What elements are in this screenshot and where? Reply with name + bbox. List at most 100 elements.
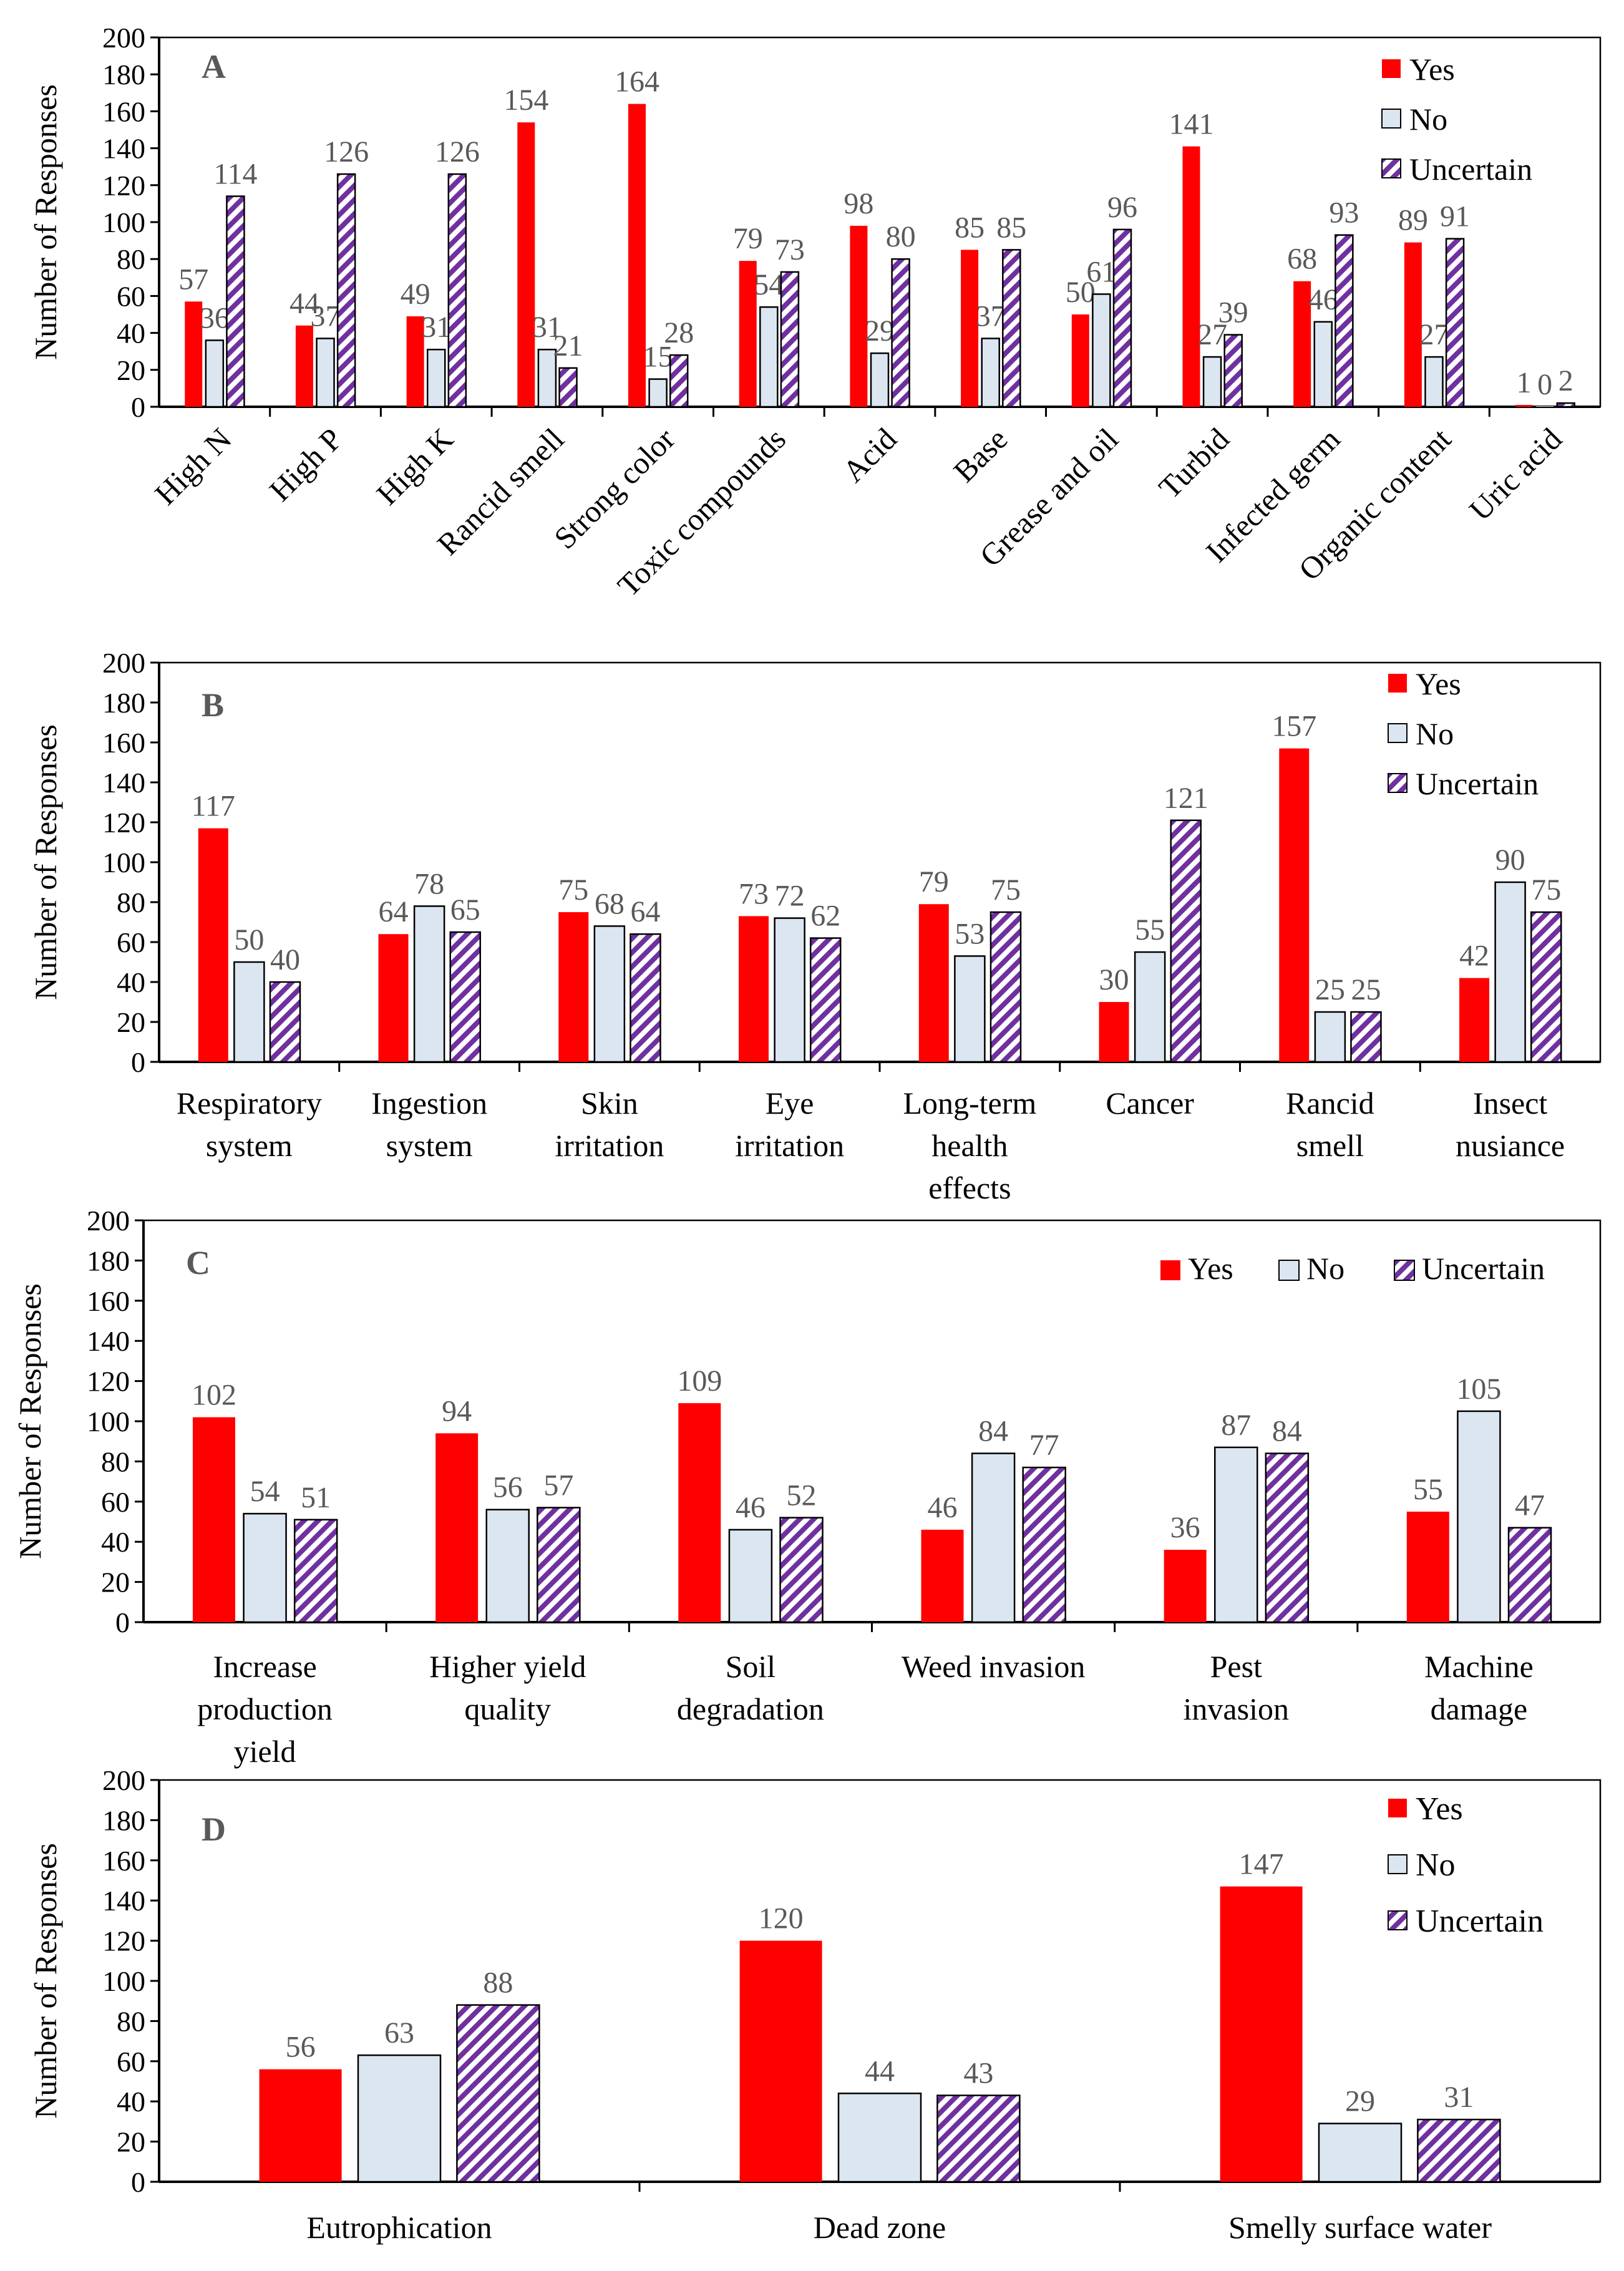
data-label: 90 <box>1495 844 1525 877</box>
bar-yes <box>1279 748 1310 1062</box>
data-label: 2 <box>1558 364 1573 397</box>
bar-uncertain <box>449 931 481 1063</box>
bar-yes <box>259 2069 342 2182</box>
y-tick-label: 60 <box>117 926 145 958</box>
data-label: 55 <box>1413 1473 1443 1506</box>
data-label: 117 <box>192 790 235 823</box>
y-tick-label: 100 <box>102 847 145 878</box>
y-tick-label: 120 <box>87 1366 130 1398</box>
category-label: quality <box>464 1691 551 1726</box>
data-label: 84 <box>1272 1415 1302 1448</box>
bar-uncertain <box>1265 1452 1310 1623</box>
data-label: 75 <box>991 873 1021 907</box>
category-label: Ingestion <box>371 1086 487 1121</box>
y-tick-label: 100 <box>102 207 145 238</box>
bar-yes <box>1220 1886 1303 2182</box>
data-label: 75 <box>1531 873 1561 907</box>
data-label: 55 <box>1135 913 1165 946</box>
data-label: 57 <box>543 1469 573 1502</box>
bar-no <box>537 348 557 408</box>
bar-uncertain <box>1335 234 1354 408</box>
data-label: 47 <box>1515 1489 1545 1522</box>
bar-no <box>485 1509 530 1623</box>
data-label: 68 <box>595 887 625 920</box>
data-label: 21 <box>553 329 583 362</box>
y-tick-label: 60 <box>117 2046 145 2078</box>
data-label: 56 <box>493 1471 523 1504</box>
data-label: 29 <box>1345 2085 1375 2118</box>
bar-no <box>971 1452 1016 1623</box>
data-label: 96 <box>1107 191 1137 224</box>
plot-frame <box>158 661 1602 1063</box>
bar-uncertain <box>936 2094 1021 2183</box>
bar-no <box>1313 321 1333 408</box>
category-label: Uric acid <box>1462 421 1568 527</box>
data-label: 68 <box>1287 243 1317 276</box>
data-label: 49 <box>401 278 430 311</box>
bar-uncertain <box>269 981 301 1063</box>
category-label: degradation <box>677 1691 824 1726</box>
bar-no <box>1536 406 1554 407</box>
bar-yes <box>295 325 313 407</box>
bar-no <box>870 352 890 408</box>
legend-swatch-yes <box>1382 59 1401 78</box>
bar-yes <box>192 1417 235 1622</box>
data-label: 65 <box>450 893 480 926</box>
data-label: 36 <box>1170 1511 1200 1544</box>
category-label: High K <box>369 421 460 512</box>
panel-c: 0 20 40 60 80 100 120 140 160 180 200 Number of Res… <box>12 1205 1602 1769</box>
bar-no <box>1424 356 1444 408</box>
bar-uncertain <box>1556 402 1576 408</box>
bar-yes <box>739 1940 822 2182</box>
bar-uncertain <box>669 354 689 408</box>
data-label: 61 <box>1086 255 1116 288</box>
bar-no <box>1494 881 1526 1063</box>
bar-no <box>1314 1011 1346 1063</box>
y-tick-label: 200 <box>87 1205 130 1237</box>
bar-no <box>316 338 335 408</box>
legend-swatch-yes <box>1388 674 1407 693</box>
category-label: High N <box>148 421 238 512</box>
data-label: 141 <box>1169 108 1213 141</box>
data-label: 1 <box>1517 366 1532 399</box>
legend-swatch-yes <box>1160 1260 1180 1280</box>
legend-label: Uncertain <box>1416 766 1539 801</box>
bar-uncertain <box>537 1507 581 1623</box>
bar-yes <box>739 916 769 1062</box>
data-label: 91 <box>1440 200 1470 233</box>
category-label: Increase <box>213 1649 317 1684</box>
bar-no <box>1318 2123 1403 2183</box>
category-label: smell <box>1296 1128 1364 1163</box>
data-label: 42 <box>1459 940 1489 973</box>
data-label: 30 <box>1099 963 1129 996</box>
bar-no <box>426 348 446 408</box>
y-tick-label: 200 <box>102 647 145 679</box>
y-tick-label: 180 <box>87 1245 130 1277</box>
legend-swatch-uncertain <box>1388 773 1408 793</box>
bar-uncertain <box>1417 2118 1501 2183</box>
bar-no <box>357 2054 442 2183</box>
y-tick-label: 160 <box>102 95 145 127</box>
bar-uncertain <box>989 911 1022 1063</box>
category-label: Turbid <box>1152 421 1236 505</box>
panel-letter: C <box>186 1244 210 1281</box>
data-label: 25 <box>1351 973 1381 1006</box>
data-label: 46 <box>927 1491 957 1524</box>
legend-label: Uncertain <box>1409 152 1532 187</box>
data-label: 40 <box>270 943 300 976</box>
legend-swatch-no <box>1278 1260 1300 1281</box>
y-tick-label: 140 <box>102 133 145 165</box>
category-label: Insect <box>1473 1086 1547 1121</box>
bar-yes <box>1164 1550 1207 1622</box>
bar-no <box>1202 356 1222 408</box>
y-tick-label: 40 <box>101 1526 130 1558</box>
y-axis-title: Number of Responses <box>28 724 63 1000</box>
data-label: 39 <box>1218 296 1248 329</box>
bar-uncertain <box>456 2004 540 2183</box>
bar-uncertain <box>447 173 467 408</box>
bar-yes <box>918 904 949 1062</box>
plot-frame <box>142 1219 1602 1623</box>
bar-uncertain <box>891 258 910 408</box>
data-label: 36 <box>200 301 230 334</box>
